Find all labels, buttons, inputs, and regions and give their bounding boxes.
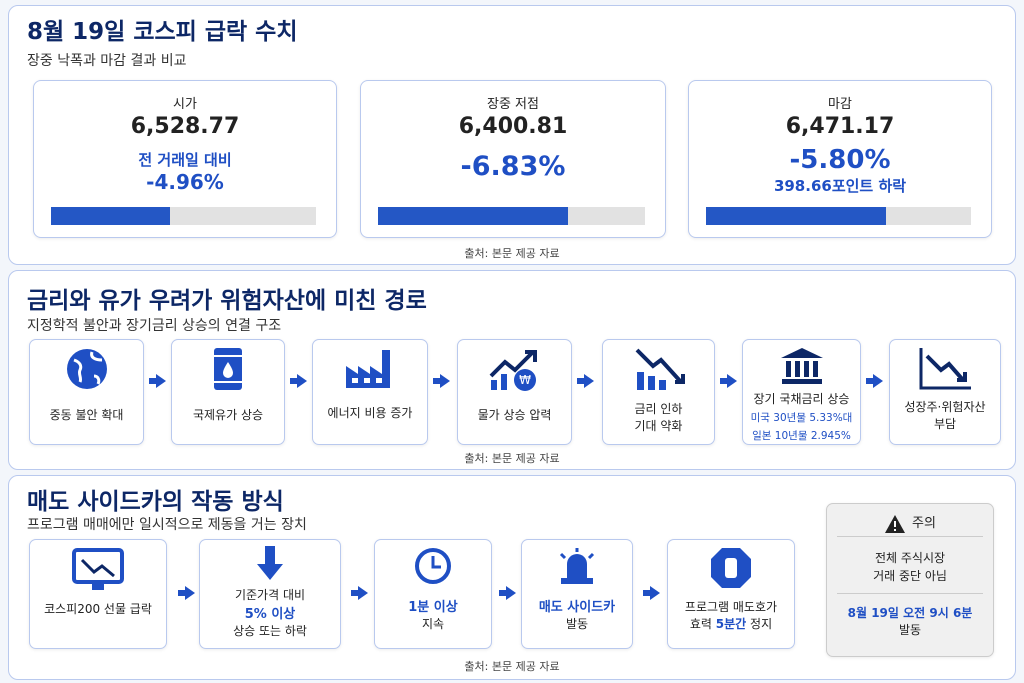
step: 프로그램 매도호가 효력 5분간 정지 bbox=[667, 539, 795, 649]
step-text: 기준가격 대비 bbox=[234, 588, 306, 602]
arrow bbox=[720, 374, 737, 388]
step-text: 정지 bbox=[746, 617, 773, 631]
subtitle: 프로그램 매매에만 일시적으로 제동을 거는 장치 bbox=[27, 517, 307, 533]
bar-fill bbox=[378, 207, 568, 225]
title: 금리와 유가 우려가 위험자산에 미친 경로 bbox=[27, 288, 427, 314]
step-text: 성장주·위험자산 bbox=[904, 400, 986, 414]
change: -6.83% bbox=[460, 151, 566, 182]
subtitle: 장중 낙폭과 마감 결과 비교 bbox=[27, 53, 187, 69]
card: 시가 6,528.77 전 거래일 대비 -4.96% bbox=[33, 80, 337, 238]
source: 출처: 본문 제공 자료 bbox=[464, 247, 560, 260]
step-text: 에너지 비용 증가 bbox=[327, 406, 413, 420]
caution-text: 전체 주식시장 bbox=[874, 551, 946, 565]
bar-track bbox=[51, 207, 316, 225]
svg-text:₩: ₩ bbox=[519, 373, 531, 387]
arrow bbox=[351, 586, 368, 600]
step-text: 국제유가 상승 bbox=[192, 408, 264, 422]
step-text: 지속 bbox=[421, 617, 445, 631]
arrow bbox=[433, 374, 450, 388]
step-text: 코스피200 선물 급락 bbox=[44, 602, 152, 616]
step-detail: 일본 10년물 2.945% bbox=[752, 430, 851, 442]
step-text: 효력 bbox=[689, 617, 716, 631]
arrow bbox=[499, 586, 516, 600]
arrow bbox=[178, 586, 195, 600]
title: 매도 사이드카의 작동 방식 bbox=[27, 489, 284, 515]
arrow bbox=[643, 586, 660, 600]
label: 시가 bbox=[173, 97, 197, 112]
note: 398.66포인트 하락 bbox=[773, 177, 907, 195]
label: 마감 bbox=[828, 97, 852, 112]
step-text: 상승 또는 하락 bbox=[233, 624, 307, 638]
caution-time: 8월 19일 오전 9시 6분 bbox=[847, 606, 973, 620]
step: 기준가격 대비 5% 이상 상승 또는 하락 bbox=[199, 539, 341, 649]
title: 8월 19일 코스피 급락 수치 bbox=[27, 19, 298, 45]
caution: 주의 전체 주식시장 거래 중단 아님 8월 19일 오전 9시 6분 발동 bbox=[826, 503, 994, 657]
bar-track bbox=[706, 207, 971, 225]
change: -5.80% bbox=[789, 145, 891, 175]
step: 중동 불안 확대 bbox=[29, 339, 144, 445]
step: 국제유가 상승 bbox=[171, 339, 285, 445]
step-text: 프로그램 매도호가 bbox=[684, 600, 778, 614]
bar-track bbox=[378, 207, 645, 225]
arrow bbox=[866, 374, 883, 388]
step-text: 1분 이상 bbox=[408, 600, 458, 615]
section-drop: 8월 19일 코스피 급락 수치 장중 낙폭과 마감 결과 비교 시가 6,52… bbox=[8, 5, 1016, 265]
change: -4.96% bbox=[146, 170, 224, 194]
step-detail: 미국 30년물 5.33%대 bbox=[750, 412, 853, 424]
card: 장중 저점 6,400.81 -6.83% bbox=[360, 80, 666, 238]
step: 코스피200 선물 급락 bbox=[29, 539, 167, 649]
value: 6,528.77 bbox=[130, 114, 240, 139]
arrow bbox=[149, 374, 166, 388]
source: 출처: 본문 제공 자료 bbox=[464, 452, 560, 465]
value: 6,400.81 bbox=[458, 114, 568, 139]
note: 전 거래일 대비 bbox=[138, 151, 232, 169]
bar-fill bbox=[706, 207, 887, 225]
arrow bbox=[577, 374, 594, 388]
bar-fill bbox=[51, 207, 171, 225]
arrow bbox=[290, 374, 307, 388]
step-text: 기대 약화 bbox=[634, 419, 683, 433]
card: 마감 6,471.17 -5.80% 398.66포인트 하락 bbox=[688, 80, 992, 238]
caution-title: 주의 bbox=[912, 516, 936, 531]
step-text: 매도 사이드카 bbox=[538, 600, 616, 615]
source: 출처: 본문 제공 자료 bbox=[464, 660, 560, 673]
step-text: 5분간 bbox=[715, 617, 747, 631]
section-path: 금리와 유가 우려가 위험자산에 미친 경로 지정학적 불안과 장기금리 상승의… bbox=[8, 270, 1016, 470]
label: 장중 저점 bbox=[487, 97, 539, 112]
value: 6,471.17 bbox=[785, 114, 895, 139]
section-sidecar: 매도 사이드카의 작동 방식 프로그램 매매에만 일시적으로 제동을 거는 장치… bbox=[8, 475, 1016, 680]
step: 매도 사이드카 발동 bbox=[521, 539, 633, 649]
step-text: 물가 상승 압력 bbox=[477, 408, 552, 422]
step: 1분 이상 지속 bbox=[374, 539, 492, 649]
step-text: 부담 bbox=[933, 417, 957, 431]
step-text: 금리 인하 bbox=[634, 402, 683, 416]
subtitle: 지정학적 불안과 장기금리 상승의 연결 구조 bbox=[27, 318, 282, 334]
step-text: 발동 bbox=[565, 617, 589, 631]
step: ₩ 물가 상승 압력 bbox=[457, 339, 572, 445]
step: 에너지 비용 증가 bbox=[312, 339, 428, 445]
step-text: 장기 국채금리 상승 bbox=[753, 392, 850, 406]
step-text: 5% 이상 bbox=[244, 607, 296, 622]
step-text: 중동 불안 확대 bbox=[49, 408, 124, 422]
caution-text: 발동 bbox=[898, 623, 922, 637]
caution-text: 거래 중단 아님 bbox=[837, 567, 983, 594]
